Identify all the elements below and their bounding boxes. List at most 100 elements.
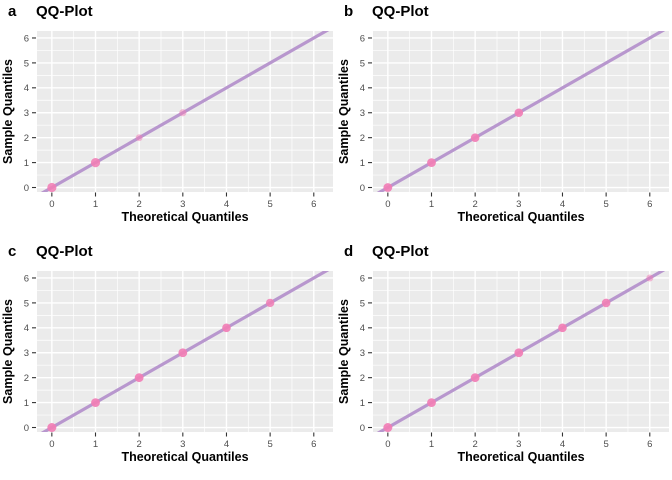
x-tick-label: 6 bbox=[647, 199, 652, 210]
y-tick-label: 2 bbox=[24, 373, 29, 384]
x-tick-label: 6 bbox=[647, 439, 652, 450]
x-tick-label: 1 bbox=[429, 199, 434, 210]
x-tick-label: 1 bbox=[93, 439, 98, 450]
y-tick-label: 6 bbox=[360, 273, 365, 284]
y-tick-label: 4 bbox=[24, 83, 29, 94]
y-tick-label: 4 bbox=[24, 323, 29, 334]
y-tick-label: 4 bbox=[360, 83, 365, 94]
x-tick-label: 0 bbox=[49, 199, 54, 210]
y-tick-label: 0 bbox=[360, 423, 365, 434]
y-tick-label: 1 bbox=[24, 158, 29, 169]
qq-chart-a: 0 1 2 3 4 5 6 0 1 2 3 4 5 6 Theoretical Quantiles Sampl… bbox=[1, 31, 333, 224]
y-tick-label: 0 bbox=[24, 183, 29, 194]
x-tick-label: 0 bbox=[49, 439, 54, 450]
data-point bbox=[134, 373, 144, 383]
x-tick-label: 2 bbox=[137, 439, 142, 450]
data-point bbox=[47, 182, 57, 192]
data-point bbox=[91, 398, 100, 407]
x-tick-label: 3 bbox=[516, 199, 521, 210]
x-tick-label: 5 bbox=[267, 439, 272, 450]
data-point bbox=[179, 109, 187, 117]
y-tick-label: 5 bbox=[24, 58, 29, 69]
data-point bbox=[470, 373, 480, 383]
data-point bbox=[514, 108, 524, 118]
panel-b: b QQ-Plot 0 1 2 3 4 5 6 0 1 2 3 4 5 6 Theoretical Quan… bbox=[336, 0, 672, 240]
panel-title-d: QQ-Plot bbox=[372, 243, 429, 260]
data-point bbox=[470, 133, 480, 142]
y-tick-label: 0 bbox=[24, 423, 29, 434]
data-point bbox=[383, 423, 393, 432]
panel-tag-d: d bbox=[344, 243, 354, 260]
data-point bbox=[47, 423, 57, 432]
y-tick-label: 0 bbox=[360, 183, 365, 194]
x-axis-title: Theoretical Quantiles bbox=[121, 210, 248, 224]
data-point bbox=[90, 157, 101, 168]
panel-tag-a: a bbox=[8, 3, 17, 20]
y-axis-title: Sample Quantiles bbox=[1, 59, 15, 164]
x-tick-label: 2 bbox=[137, 199, 142, 210]
data-point bbox=[427, 158, 436, 167]
x-tick-label: 4 bbox=[224, 439, 229, 450]
panel-c: c QQ-Plot 0 1 2 3 4 5 6 0 1 2 3 4 5 6 Theoretical Quan… bbox=[0, 240, 336, 480]
x-tick-label: 3 bbox=[180, 439, 185, 450]
y-tick-label: 5 bbox=[360, 298, 365, 309]
x-tick-label: 1 bbox=[93, 199, 98, 210]
y-tick-label: 1 bbox=[360, 398, 365, 409]
y-axis-title: Sample Quantiles bbox=[337, 59, 351, 164]
x-tick-label: 3 bbox=[180, 199, 185, 210]
qq-chart-c: 0 1 2 3 4 5 6 0 1 2 3 4 5 6 Theoretical Quantiles Sampl… bbox=[1, 271, 333, 464]
panel-tag-b: b bbox=[344, 3, 354, 20]
y-tick-label: 3 bbox=[24, 348, 29, 359]
y-tick-label: 4 bbox=[360, 323, 365, 334]
x-tick-label: 0 bbox=[385, 199, 390, 210]
data-point bbox=[383, 183, 393, 192]
x-tick-label: 5 bbox=[267, 199, 272, 210]
y-tick-label: 6 bbox=[24, 33, 29, 44]
y-tick-label: 2 bbox=[24, 133, 29, 144]
panel-d: d QQ-Plot 0 1 2 3 4 5 6 0 1 2 3 4 5 6 Theoretical Quan… bbox=[336, 240, 672, 480]
data-point bbox=[558, 323, 567, 333]
y-tick-label: 3 bbox=[360, 108, 365, 119]
data-point bbox=[427, 398, 436, 407]
panel-tag-c: c bbox=[8, 243, 17, 260]
data-point bbox=[135, 134, 143, 142]
data-point bbox=[178, 348, 188, 358]
y-tick-label: 5 bbox=[24, 298, 29, 309]
y-tick-label: 3 bbox=[24, 108, 29, 119]
y-tick-label: 1 bbox=[24, 398, 29, 409]
panel-title-a: QQ-Plot bbox=[36, 3, 93, 20]
x-tick-label: 1 bbox=[429, 439, 434, 450]
x-tick-label: 5 bbox=[603, 439, 608, 450]
y-tick-label: 6 bbox=[24, 273, 29, 284]
x-tick-label: 4 bbox=[560, 199, 565, 210]
panel-title-b: QQ-Plot bbox=[372, 3, 429, 20]
data-point bbox=[265, 298, 275, 308]
y-axis-title: Sample Quantiles bbox=[337, 299, 351, 404]
x-tick-label: 6 bbox=[311, 439, 316, 450]
panel-a: a QQ-Plot 0 1 2 3 4 5 6 0 1 2 3 4 5 6 Theoretical Quan… bbox=[0, 0, 336, 240]
x-axis-title: Theoretical Quantiles bbox=[121, 450, 248, 464]
x-tick-label: 2 bbox=[473, 439, 478, 450]
x-tick-label: 4 bbox=[224, 199, 229, 210]
x-axis-title: Theoretical Quantiles bbox=[457, 450, 584, 464]
x-tick-label: 6 bbox=[311, 199, 316, 210]
data-point bbox=[646, 274, 654, 282]
qq-chart-b: 0 1 2 3 4 5 6 0 1 2 3 4 5 6 Theoretical Quantiles Sampl… bbox=[337, 31, 669, 224]
x-tick-label: 2 bbox=[473, 199, 478, 210]
x-axis-title: Theoretical Quantiles bbox=[457, 210, 584, 224]
data-point bbox=[601, 298, 611, 308]
x-tick-label: 3 bbox=[516, 439, 521, 450]
data-point bbox=[222, 323, 231, 333]
y-tick-label: 5 bbox=[360, 58, 365, 69]
y-tick-label: 2 bbox=[360, 373, 365, 384]
y-tick-label: 6 bbox=[360, 33, 365, 44]
qq-chart-d: 0 1 2 3 4 5 6 0 1 2 3 4 5 6 Theoretical Quantiles Sampl… bbox=[337, 271, 669, 464]
x-tick-label: 0 bbox=[385, 439, 390, 450]
y-tick-label: 2 bbox=[360, 133, 365, 144]
y-tick-label: 1 bbox=[360, 158, 365, 169]
x-tick-label: 5 bbox=[603, 199, 608, 210]
y-tick-label: 3 bbox=[360, 348, 365, 359]
panel-title-c: QQ-Plot bbox=[36, 243, 93, 260]
x-tick-label: 4 bbox=[560, 439, 565, 450]
